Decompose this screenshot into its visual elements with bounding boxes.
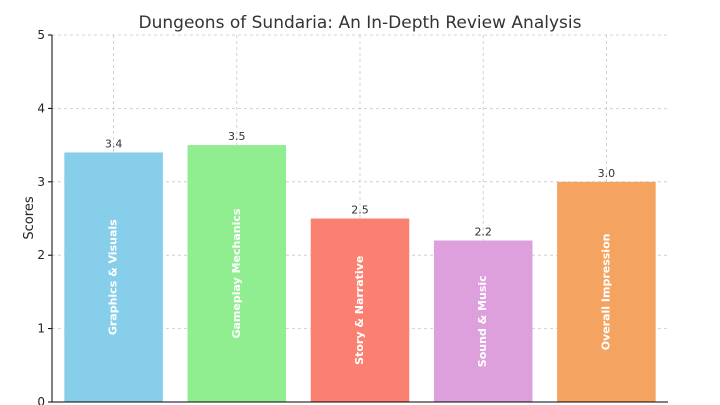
- bar-category-label: Story & Narrative: [353, 256, 366, 365]
- bar-category-label: Overall Impression: [599, 234, 612, 351]
- bar-value-label: 3.4: [105, 137, 123, 150]
- bars-layer: 3.4 Graphics & Visuals 3.5 Gameplay Mechani…: [64, 130, 656, 402]
- y-tick-label: 3: [37, 175, 45, 189]
- y-tick-label: 2: [37, 248, 45, 262]
- y-tick-label: 4: [37, 101, 45, 115]
- bar-category-label: Sound & Music: [476, 275, 489, 367]
- bar-value-label: 3.0: [598, 167, 616, 180]
- bar: [557, 181, 656, 402]
- y-tick-label: 5: [37, 28, 45, 42]
- bar-value-label: 2.5: [351, 204, 369, 217]
- bar: [433, 240, 533, 402]
- bar-value-label: 3.5: [228, 130, 246, 143]
- y-axis-label: Scores: [22, 196, 37, 239]
- bar-value-label: 2.2: [474, 226, 492, 239]
- bar-category-label: Gameplay Mechanics: [230, 208, 243, 338]
- axes-layer: 0 1 2 3 4 5: [37, 28, 668, 405]
- bar: [187, 145, 287, 402]
- y-tick-label: 1: [37, 322, 45, 336]
- bar: [64, 152, 163, 402]
- bar-category-label: Graphics & Visuals: [107, 219, 120, 335]
- y-tick-label: 0: [37, 395, 45, 405]
- bar: [310, 218, 410, 402]
- chart-title: Dungeons of Sundaria: An In-Depth Review…: [139, 13, 582, 33]
